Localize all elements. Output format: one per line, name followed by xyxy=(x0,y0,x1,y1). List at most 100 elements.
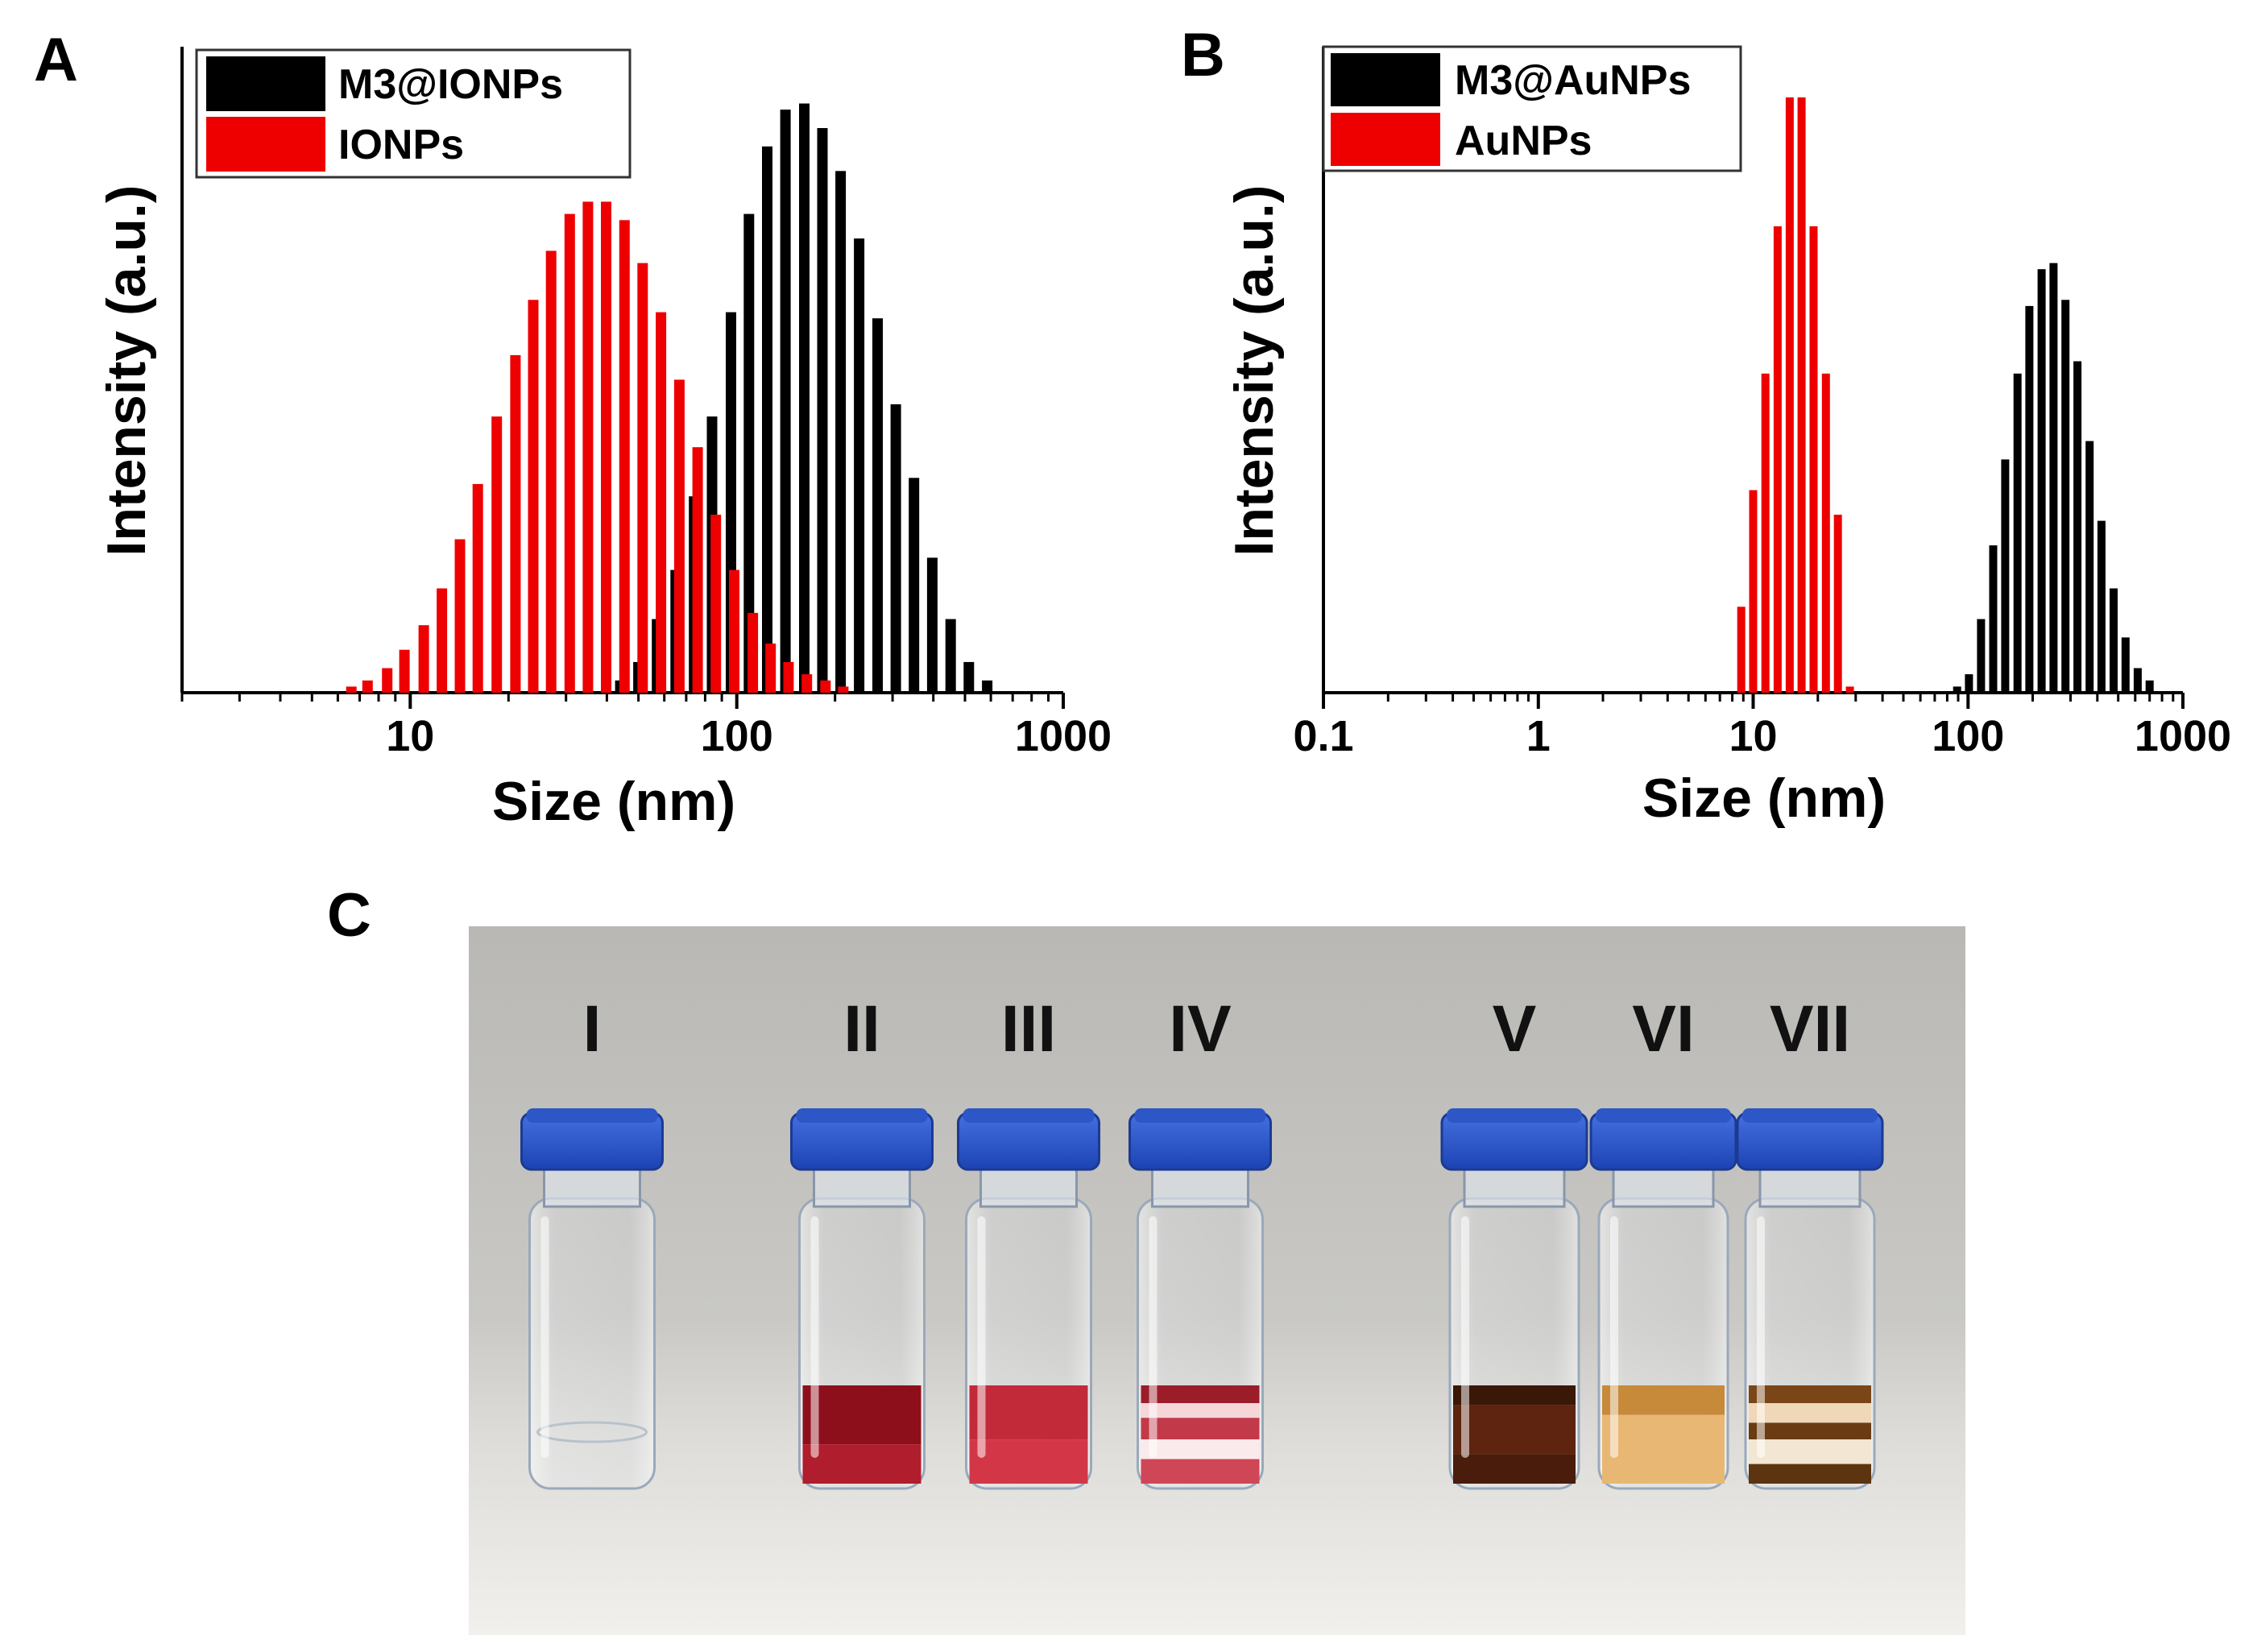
chart-a-bar-bare xyxy=(472,483,483,693)
panel-letter-b: B xyxy=(1181,21,1225,89)
vial-cap-top xyxy=(963,1108,1095,1123)
vial-liquid xyxy=(1749,1439,1871,1464)
chart-a-bar-bare xyxy=(454,539,466,693)
chart-a-bar-coated xyxy=(872,318,883,693)
chart-b-bar-bare xyxy=(1773,226,1782,693)
vial-label-i: I xyxy=(583,992,602,1066)
chart-b-bar-bare xyxy=(1761,373,1770,693)
chart-b-y-axis-title: Intensity (a.u.) xyxy=(1224,185,1285,557)
chart-b-bar-coated xyxy=(2145,680,2154,693)
vial-liquid-base xyxy=(969,1472,1088,1484)
chart-a-y-axis-title: Intensity (a.u.) xyxy=(96,185,157,557)
vial-liquid xyxy=(1749,1422,1871,1440)
chart-a-bar-coated xyxy=(780,110,791,694)
chart-a-bar-bare xyxy=(801,674,813,693)
vials: I II III IV V VI VII xyxy=(520,992,1884,1490)
vial xyxy=(520,1108,664,1490)
chart-a: 10 100 1000 Size (nm) Intensity (a.u.) M… xyxy=(96,47,1112,832)
chart-a-bar-coated xyxy=(835,171,847,694)
chart-b-bar-coated xyxy=(2110,588,2118,693)
vial-liquid xyxy=(1141,1403,1260,1418)
vial-cap-top xyxy=(796,1108,928,1123)
chart-a-bar-bare xyxy=(382,668,393,693)
vial xyxy=(790,1108,934,1490)
chart-a-bar-bare xyxy=(656,312,667,693)
chart-a-bar-bare xyxy=(637,263,648,694)
chart-a-bar-bare xyxy=(765,644,776,693)
panel-letter-a: A xyxy=(34,26,78,94)
chart-a-bar-coated xyxy=(963,661,975,693)
chart-a-bar-bare xyxy=(545,250,557,693)
panel-letter-c: C xyxy=(327,881,371,950)
chart-b-x-tick-label: 10 xyxy=(1729,712,1777,760)
chart-b-x-tick-label: 1 xyxy=(1526,712,1551,760)
vial-liquid-base xyxy=(1749,1472,1871,1484)
vial-highlight xyxy=(540,1216,549,1458)
chart-a-bar-coated xyxy=(854,238,865,694)
chart-b-bar-coated xyxy=(1977,619,1986,693)
chart-b-bar-coated xyxy=(2001,459,2010,693)
chart-a-bar-bare xyxy=(748,612,759,693)
chart-a-bar-coated xyxy=(762,146,772,694)
chart-a-bar-bare xyxy=(601,201,611,693)
vial-liquid xyxy=(1749,1403,1871,1423)
chart-a-legend-label-m3-ionps: M3@IONPs xyxy=(338,61,563,108)
chart-b-bar-coated xyxy=(2121,637,2130,693)
vial-liquid-base xyxy=(1602,1472,1725,1484)
chart-b-bar-coated xyxy=(2025,305,2034,693)
chart-b-x-tick-label: 100 xyxy=(1932,712,2004,760)
vial-cap-top xyxy=(1596,1108,1731,1123)
chart-b-x-axis-title: Size (nm) xyxy=(1642,768,1886,829)
chart-b-bar-bare xyxy=(1797,97,1806,693)
chart-b-bar-coated xyxy=(2013,373,2022,693)
chart-a-bar-bare xyxy=(418,625,429,693)
vial-label-v: V xyxy=(1493,992,1537,1066)
chart-b-bar-bare xyxy=(1785,97,1794,693)
vial-liquid xyxy=(802,1385,921,1445)
chart-a-bar-bare xyxy=(729,569,739,693)
chart-a-bar-bare xyxy=(510,354,521,693)
chart-b-bar-coated xyxy=(2097,520,2106,693)
chart-a-legend-swatch-ionps xyxy=(206,117,325,172)
chart-b-bar-coated xyxy=(2049,263,2058,694)
chart-a-bar-coated xyxy=(945,619,956,693)
chart-b-bar-coated xyxy=(1953,686,1961,693)
chart-a-bar-coated xyxy=(890,404,901,693)
chart-a-bar-bare xyxy=(437,588,448,693)
chart-a-bar-bare xyxy=(528,300,539,693)
chart-a-tick-labels: 10 100 1000 xyxy=(386,712,1112,760)
vial-cap-top xyxy=(526,1108,658,1123)
chart-b-bar-bare xyxy=(1737,607,1746,693)
chart-a-x-axis-title: Size (nm) xyxy=(492,771,735,832)
chart-b-bars xyxy=(1737,97,2154,694)
vial-liquid-base xyxy=(1453,1472,1576,1484)
vial-liquid xyxy=(969,1385,1088,1440)
chart-a-bar-bare xyxy=(692,447,703,693)
vial-liquid xyxy=(1141,1385,1260,1403)
vial xyxy=(1589,1108,1737,1490)
vials-photo: I II III IV V VI VII xyxy=(469,926,1965,1635)
chart-a-bar-bare xyxy=(820,680,831,693)
chart-b-bar-coated xyxy=(1989,545,1998,693)
chart-b-bar-bare xyxy=(1809,226,1818,693)
chart-a-bar-coated xyxy=(817,128,828,693)
vial xyxy=(957,1108,1100,1490)
vial-liquid xyxy=(1749,1385,1871,1403)
chart-a-legend-label-ionps: IONPs xyxy=(338,122,464,168)
chart-b-bar-coated xyxy=(2037,269,2046,693)
vial-liquid xyxy=(1453,1385,1576,1406)
vial-liquid xyxy=(1141,1418,1260,1440)
vial-liquid xyxy=(1141,1439,1260,1459)
chart-b-bar-coated xyxy=(2133,668,2142,693)
vial-highlight xyxy=(810,1216,819,1458)
chart-b-bar-bare xyxy=(1749,490,1758,693)
vial-liquid-meniscus xyxy=(536,1421,648,1443)
chart-a-bar-coated xyxy=(743,213,755,694)
vial-liquid xyxy=(1602,1414,1725,1484)
vial xyxy=(1440,1108,1588,1490)
chart-a-bar-bare xyxy=(582,201,594,693)
chart-a-bar-bare xyxy=(673,379,685,693)
vial-highlight xyxy=(1757,1216,1765,1458)
chart-a-bar-bare xyxy=(399,649,410,693)
vial xyxy=(1736,1108,1884,1490)
